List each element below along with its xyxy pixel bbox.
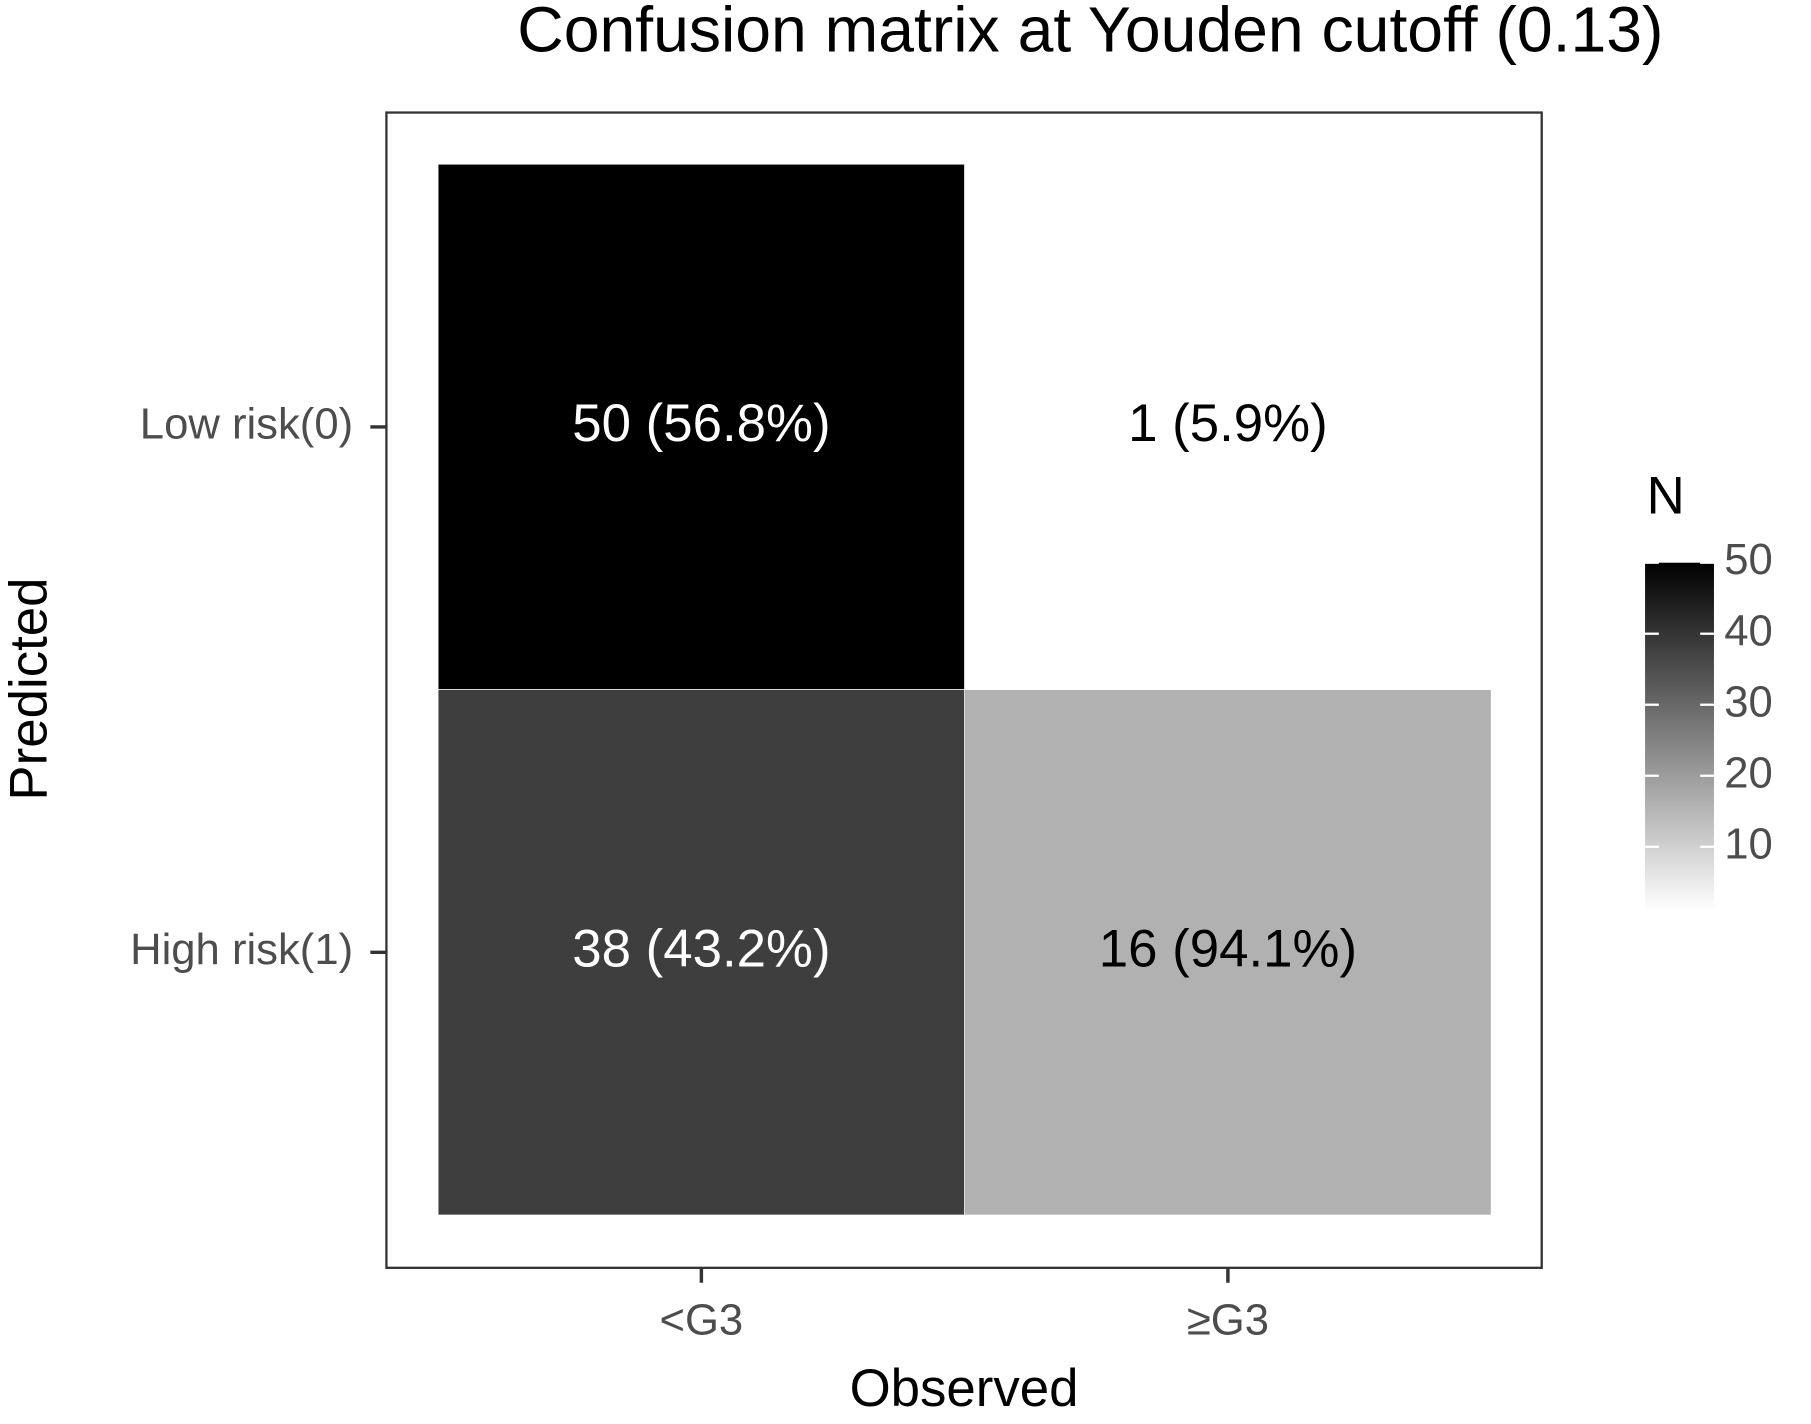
y-axis-label: Predicted — [0, 577, 59, 800]
x-axis-label: Observed — [850, 1359, 1079, 1418]
cell-label: 38 (43.2%) — [572, 919, 830, 978]
y-tick-label: Low risk(0) — [140, 400, 353, 448]
colorbar — [1645, 562, 1714, 911]
x-tick-label: <G3 — [660, 1296, 744, 1344]
panel-border — [385, 111, 1543, 1269]
legend-title: N — [1647, 467, 1685, 526]
colorbar-tick-label: 40 — [1724, 607, 1773, 655]
heatmap-cell — [437, 689, 965, 1216]
heatmap-cell — [964, 163, 1492, 690]
colorbar-tick-label: 10 — [1724, 820, 1773, 868]
heatmap-cell — [964, 689, 1492, 1216]
colorbar-tick-label: 50 — [1724, 536, 1773, 584]
colorbar-tick-label: 20 — [1724, 749, 1773, 797]
heatmap-cell — [437, 163, 965, 690]
x-tick-label: ≥G3 — [1187, 1296, 1269, 1344]
cell-label: 50 (56.8%) — [572, 394, 830, 453]
y-tick-label: High risk(1) — [130, 926, 353, 974]
cell-label: 1 (5.9%) — [1128, 394, 1328, 453]
colorbar-tick-label: 30 — [1724, 678, 1773, 726]
cell-label: 16 (94.1%) — [1099, 919, 1357, 978]
chart-title: Confusion matrix at Youden cutoff (0.13) — [517, 0, 1663, 65]
